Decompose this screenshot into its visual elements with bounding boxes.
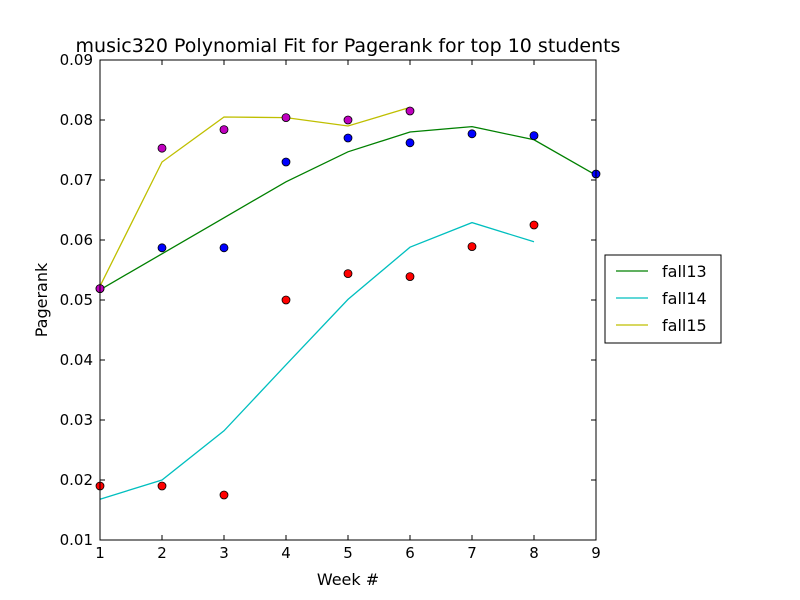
fall14-data-point: [343, 269, 353, 279]
x-tick-label: 6: [405, 544, 415, 562]
x-tick-label: 1: [95, 544, 105, 562]
fall15-fit-line: [99, 106, 411, 287]
fall13-data-point: [343, 133, 353, 143]
legend-label-fall14: fall14: [662, 289, 707, 308]
legend: fall13 fall14 fall15: [604, 254, 722, 344]
x-tick-label: 7: [467, 544, 477, 562]
fall13-data-point: [281, 157, 291, 167]
fall15-data-point: [343, 115, 353, 125]
x-tick-label: 9: [591, 544, 601, 562]
x-tick-label: 2: [157, 544, 167, 562]
fall15-data-point: [219, 125, 229, 135]
fall14-data-point: [405, 272, 415, 282]
x-tick-label: 4: [281, 544, 291, 562]
plot-frame: [99, 59, 597, 541]
fall14-data-point: [219, 490, 229, 500]
y-tick-label: 0.03: [60, 411, 93, 429]
axes-layer: 1 2 3 4 5 6 7 8 9 0.01 0.02 0.03 0.04 0.05 0.06 0.07 0.0…: [60, 51, 601, 562]
y-tick-label: 0.07: [60, 171, 93, 189]
fall15-data-point: [281, 113, 291, 122]
y-tick-label: 0.01: [60, 531, 93, 549]
y-axis-label: Pagerank: [32, 262, 51, 337]
fall13-data-point: [219, 243, 229, 253]
chart-title: music320 Polynomial Fit for Pagerank for…: [76, 35, 621, 57]
legend-label-fall15: fall15: [662, 316, 707, 335]
y-tick-label: 0.09: [60, 51, 93, 69]
fall14-data-point: [529, 220, 539, 230]
x-tick-label: 8: [529, 544, 539, 562]
y-tick-label: 0.04: [60, 351, 93, 369]
fall13-data-point: [467, 129, 477, 139]
legend-label-fall13: fall13: [662, 262, 707, 281]
x-axis-label: Week #: [317, 570, 379, 589]
y-tick-label: 0.08: [60, 111, 93, 129]
fall14-data-point: [157, 481, 167, 491]
legend-frame: [604, 254, 722, 344]
fall15-data-point: [405, 106, 415, 116]
y-tick-label: 0.06: [60, 231, 93, 249]
fall13-data-point: [405, 138, 415, 148]
y-tick-label: 0.02: [60, 471, 93, 489]
x-tick-label: 3: [219, 544, 229, 562]
fall13-data-point: [157, 243, 167, 253]
fall14-fit-line: [99, 221, 535, 500]
fall13-fit-line: [99, 125, 597, 291]
fall15-data-point: [157, 143, 167, 153]
x-tick-label: 5: [343, 544, 353, 562]
series-layer: [95, 106, 601, 500]
fall14-data-point: [281, 295, 291, 305]
fall13-data-point: [529, 131, 539, 141]
fall14-data-point: [467, 242, 477, 252]
y-tick-label: 0.05: [60, 291, 93, 309]
